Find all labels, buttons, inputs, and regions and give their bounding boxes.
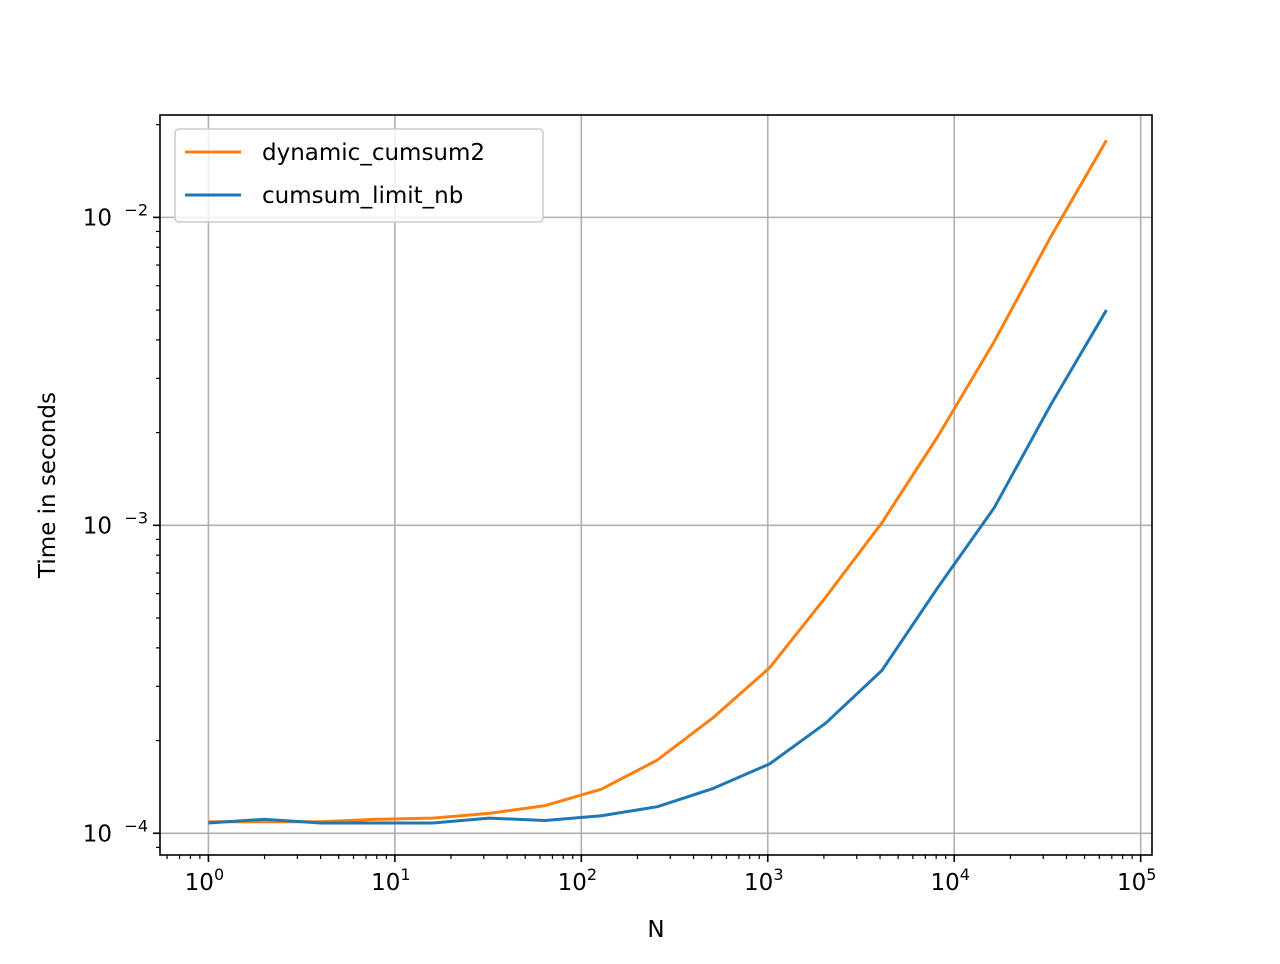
plot-frame (159, 114, 1153, 856)
y-axis-label: Time in seconds (35, 392, 61, 579)
x-axis-label: N (647, 917, 664, 943)
series-lines (208, 139, 1108, 825)
legend-label-dynamic-cumsum2: dynamic_cumsum2 (262, 140, 485, 166)
x-tick-label: 101 (371, 865, 410, 896)
legend-box (174, 128, 544, 223)
series-line-dynamic-cumsum2 (208, 139, 1108, 824)
series-line-cumsum-limit-nb (208, 309, 1108, 825)
legend: dynamic_cumsum2 cumsum_limit_nb (174, 128, 544, 223)
legend-label-cumsum-limit-nb: cumsum_limit_nb (262, 183, 463, 209)
